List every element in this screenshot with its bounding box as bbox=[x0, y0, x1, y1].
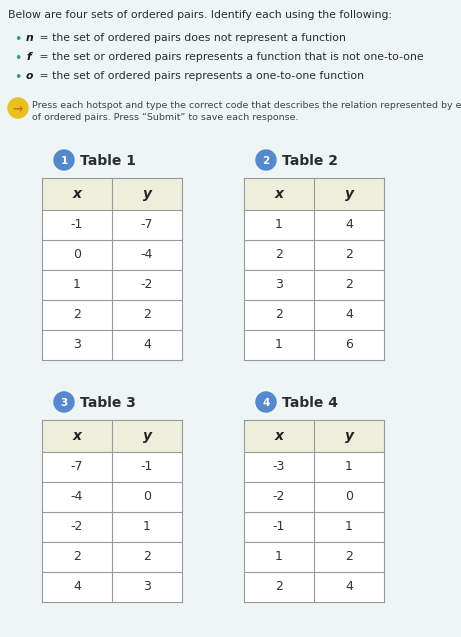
FancyBboxPatch shape bbox=[244, 420, 384, 452]
Text: -7: -7 bbox=[141, 218, 153, 231]
Text: 2: 2 bbox=[345, 278, 353, 292]
Text: 1: 1 bbox=[345, 520, 353, 534]
Text: 1: 1 bbox=[143, 520, 151, 534]
FancyBboxPatch shape bbox=[244, 452, 384, 602]
Text: 2: 2 bbox=[275, 308, 283, 322]
Text: = the set of ordered pairs represents a one-to-one function: = the set of ordered pairs represents a … bbox=[36, 71, 364, 81]
Text: 4: 4 bbox=[345, 308, 353, 322]
Text: 2: 2 bbox=[345, 550, 353, 564]
Text: •: • bbox=[14, 52, 21, 65]
Text: 4: 4 bbox=[345, 218, 353, 231]
Text: 1: 1 bbox=[275, 218, 283, 231]
Text: 2: 2 bbox=[275, 580, 283, 594]
Text: Below are four sets of ordered pairs. Identify each using the following:: Below are four sets of ordered pairs. Id… bbox=[8, 10, 392, 20]
Text: -2: -2 bbox=[71, 520, 83, 534]
Text: 3: 3 bbox=[73, 338, 81, 352]
Text: 1: 1 bbox=[60, 156, 68, 166]
Text: 0: 0 bbox=[73, 248, 81, 262]
FancyBboxPatch shape bbox=[42, 452, 182, 602]
FancyBboxPatch shape bbox=[42, 420, 182, 452]
Text: -1: -1 bbox=[141, 461, 153, 473]
Text: 2: 2 bbox=[275, 248, 283, 262]
Text: -2: -2 bbox=[141, 278, 153, 292]
Text: -3: -3 bbox=[273, 461, 285, 473]
Circle shape bbox=[54, 150, 74, 170]
Text: 0: 0 bbox=[143, 490, 151, 503]
Text: -1: -1 bbox=[71, 218, 83, 231]
Text: y: y bbox=[344, 429, 354, 443]
Text: Table 4: Table 4 bbox=[282, 396, 338, 410]
Text: x: x bbox=[72, 187, 82, 201]
Text: Press each hotspot and type the correct code that describes the relation represe: Press each hotspot and type the correct … bbox=[32, 101, 461, 110]
Text: y: y bbox=[344, 187, 354, 201]
Text: 2: 2 bbox=[143, 308, 151, 322]
Text: -4: -4 bbox=[71, 490, 83, 503]
Text: 2: 2 bbox=[143, 550, 151, 564]
Text: •: • bbox=[14, 71, 21, 84]
Text: 1: 1 bbox=[345, 461, 353, 473]
Text: -7: -7 bbox=[71, 461, 83, 473]
FancyBboxPatch shape bbox=[42, 178, 182, 210]
Text: of ordered pairs. Press “Submit” to save each response.: of ordered pairs. Press “Submit” to save… bbox=[32, 113, 299, 122]
Text: 4: 4 bbox=[143, 338, 151, 352]
Text: 1: 1 bbox=[275, 338, 283, 352]
Circle shape bbox=[8, 98, 28, 118]
Text: -1: -1 bbox=[273, 520, 285, 534]
Text: x: x bbox=[72, 429, 82, 443]
Text: o: o bbox=[26, 71, 34, 81]
Circle shape bbox=[256, 150, 276, 170]
Text: 4: 4 bbox=[73, 580, 81, 594]
Text: x: x bbox=[274, 429, 284, 443]
Text: 4: 4 bbox=[345, 580, 353, 594]
Text: 2: 2 bbox=[345, 248, 353, 262]
Text: 1: 1 bbox=[73, 278, 81, 292]
Circle shape bbox=[54, 392, 74, 412]
Text: •: • bbox=[14, 33, 21, 46]
Text: Table 3: Table 3 bbox=[80, 396, 136, 410]
FancyBboxPatch shape bbox=[244, 210, 384, 360]
Text: x: x bbox=[274, 187, 284, 201]
Text: y: y bbox=[142, 187, 152, 201]
Text: 0: 0 bbox=[345, 490, 353, 503]
Text: 3: 3 bbox=[60, 398, 68, 408]
Text: f: f bbox=[26, 52, 31, 62]
Text: = the set of ordered pairs does not represent a function: = the set of ordered pairs does not repr… bbox=[36, 33, 346, 43]
Text: -2: -2 bbox=[273, 490, 285, 503]
Text: 3: 3 bbox=[275, 278, 283, 292]
Text: 2: 2 bbox=[73, 550, 81, 564]
Text: n: n bbox=[26, 33, 34, 43]
Text: Table 1: Table 1 bbox=[80, 154, 136, 168]
Text: 2: 2 bbox=[73, 308, 81, 322]
Text: -4: -4 bbox=[141, 248, 153, 262]
Text: Table 2: Table 2 bbox=[282, 154, 338, 168]
Text: 3: 3 bbox=[143, 580, 151, 594]
Circle shape bbox=[256, 392, 276, 412]
Text: = the set or ordered pairs represents a function that is not one-to-one: = the set or ordered pairs represents a … bbox=[36, 52, 424, 62]
Text: 4: 4 bbox=[262, 398, 270, 408]
Text: 2: 2 bbox=[262, 156, 270, 166]
Text: 1: 1 bbox=[275, 550, 283, 564]
FancyBboxPatch shape bbox=[42, 210, 182, 360]
Text: y: y bbox=[142, 429, 152, 443]
FancyBboxPatch shape bbox=[244, 178, 384, 210]
Text: 6: 6 bbox=[345, 338, 353, 352]
Text: →: → bbox=[13, 103, 23, 115]
